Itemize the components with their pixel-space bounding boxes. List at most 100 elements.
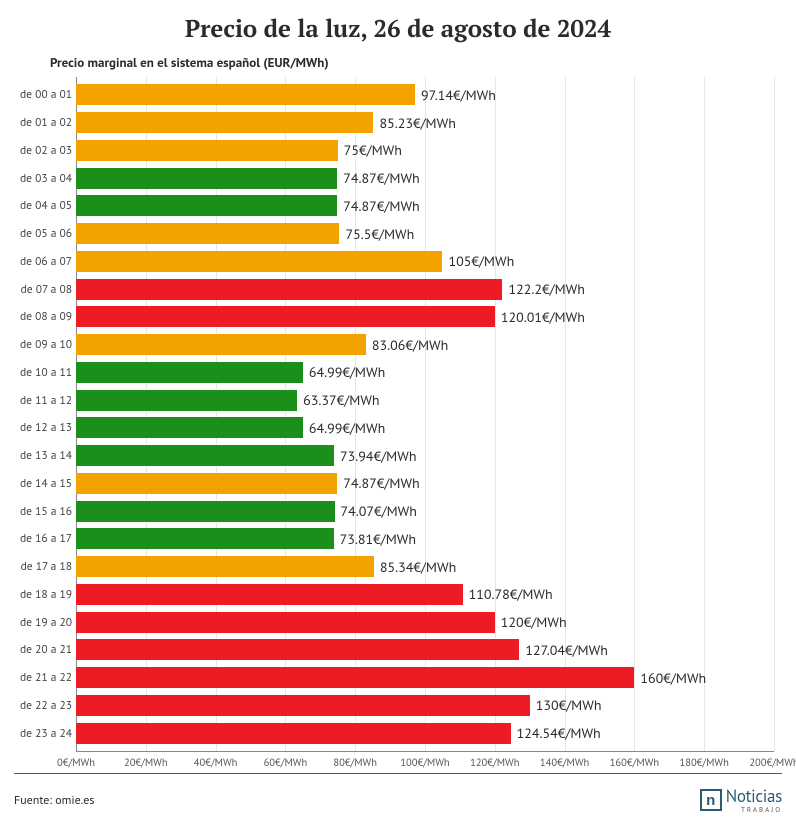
logo-main-text: Noticias xyxy=(726,788,782,805)
value-label: 74.87€/MWh xyxy=(343,474,419,492)
bar-row: de 04 a 0574.87€/MWh xyxy=(76,193,774,219)
plot-region: de 00 a 0197.14€/MWhde 01 a 0285.23€/MWh… xyxy=(76,77,774,751)
value-label: 120€/MWh xyxy=(501,613,567,631)
bar xyxy=(76,195,337,216)
bar xyxy=(76,667,634,688)
publisher-logo: n Noticias TRABAJO xyxy=(700,788,782,813)
bar xyxy=(76,390,297,411)
bar xyxy=(76,306,495,327)
value-label: 130€/MWh xyxy=(536,696,602,714)
bar xyxy=(76,695,530,716)
bar-row: de 18 a 19110.78€/MWh xyxy=(76,581,774,607)
x-tick-label: 200€/MWh xyxy=(749,755,796,769)
bar-row: de 01 a 0285.23€/MWh xyxy=(76,110,774,136)
bar xyxy=(76,417,303,438)
y-tick-label: de 20 a 21 xyxy=(14,642,72,657)
bar-row: de 12 a 1364.99€/MWh xyxy=(76,415,774,441)
value-label: 75.5€/MWh xyxy=(345,225,414,243)
bar-row: de 14 a 1574.87€/MWh xyxy=(76,470,774,496)
bar-row: de 00 a 0197.14€/MWh xyxy=(76,82,774,108)
bar xyxy=(76,556,374,577)
x-tick-label: 80€/MWh xyxy=(333,755,377,769)
bar xyxy=(76,112,373,133)
bar-row: de 11 a 1263.37€/MWh xyxy=(76,387,774,413)
bar-row: de 23 a 24124.54€/MWh xyxy=(76,720,774,746)
bar xyxy=(76,473,337,494)
value-label: 74.07€/MWh xyxy=(341,502,417,520)
bar-row: de 22 a 23130€/MWh xyxy=(76,692,774,718)
bar xyxy=(76,639,519,660)
gridline xyxy=(774,77,775,751)
bar-row: de 05 a 0675.5€/MWh xyxy=(76,221,774,247)
x-tick-label: 140€/MWh xyxy=(540,755,589,769)
value-label: 85.34€/MWh xyxy=(380,558,456,576)
x-tick-label: 40€/MWh xyxy=(194,755,238,769)
y-tick-label: de 05 a 06 xyxy=(14,226,72,241)
value-label: 73.81€/MWh xyxy=(340,530,416,548)
chart-area: de 00 a 0197.14€/MWhde 01 a 0285.23€/MWh… xyxy=(14,77,782,774)
value-label: 73.94€/MWh xyxy=(340,447,416,465)
value-label: 124.54€/MWh xyxy=(517,724,601,742)
bar xyxy=(76,528,334,549)
y-tick-label: de 21 a 22 xyxy=(14,670,72,685)
value-label: 105€/MWh xyxy=(448,252,514,270)
y-tick-label: de 23 a 24 xyxy=(14,726,72,741)
value-label: 160€/MWh xyxy=(640,669,706,687)
chart-subtitle: Precio marginal en el sistema español (E… xyxy=(50,54,782,71)
x-tick-label: 0€/MWh xyxy=(57,755,95,769)
value-label: 63.37€/MWh xyxy=(303,391,379,409)
x-tick-label: 100€/MWh xyxy=(400,755,449,769)
bar xyxy=(76,362,303,383)
x-tick-label: 180€/MWh xyxy=(680,755,729,769)
y-tick-label: de 08 a 09 xyxy=(14,309,72,324)
value-label: 127.04€/MWh xyxy=(525,641,608,659)
x-tick-label: 120€/MWh xyxy=(470,755,519,769)
bar xyxy=(76,84,415,105)
value-label: 74.87€/MWh xyxy=(343,169,419,187)
y-tick-label: de 06 a 07 xyxy=(14,254,72,269)
bar-row: de 21 a 22160€/MWh xyxy=(76,665,774,691)
logo-text: Noticias TRABAJO xyxy=(726,788,782,813)
y-tick-label: de 00 a 01 xyxy=(14,87,72,102)
y-tick-label: de 03 a 04 xyxy=(14,171,72,186)
value-label: 83.06€/MWh xyxy=(372,336,448,354)
bar-row: de 03 a 0474.87€/MWh xyxy=(76,165,774,191)
bars-group: de 00 a 0197.14€/MWhde 01 a 0285.23€/MWh… xyxy=(76,81,774,747)
chart-title: Precio de la luz, 26 de agosto de 2024 xyxy=(14,12,782,44)
bar xyxy=(76,584,463,605)
value-label: 64.99€/MWh xyxy=(309,419,385,437)
value-label: 97.14€/MWh xyxy=(421,86,496,104)
y-tick-label: de 16 a 17 xyxy=(14,531,72,546)
source-text: Fuente: omie.es xyxy=(14,793,94,808)
bar xyxy=(76,723,511,744)
y-tick-label: de 14 a 15 xyxy=(14,476,72,491)
y-tick-label: de 11 a 12 xyxy=(14,393,72,408)
value-label: 120.01€/MWh xyxy=(501,308,585,326)
logo-mark: n xyxy=(700,789,722,811)
y-tick-label: de 04 a 05 xyxy=(14,198,72,213)
bar xyxy=(76,223,339,244)
footer: Fuente: omie.es n Noticias TRABAJO xyxy=(14,774,782,820)
x-tick-label: 60€/MWh xyxy=(264,755,308,769)
bar-row: de 15 a 1674.07€/MWh xyxy=(76,498,774,524)
bar xyxy=(76,334,366,355)
y-tick-label: de 12 a 13 xyxy=(14,420,72,435)
y-tick-label: de 15 a 16 xyxy=(14,504,72,519)
x-axis: 0€/MWh20€/MWh40€/MWh60€/MWh80€/MWh100€/M… xyxy=(76,751,774,773)
bar xyxy=(76,501,335,522)
y-tick-label: de 13 a 14 xyxy=(14,448,72,463)
value-label: 122.2€/MWh xyxy=(508,280,584,298)
y-tick-label: de 01 a 02 xyxy=(14,115,72,130)
y-tick-label: de 22 a 23 xyxy=(14,698,72,713)
bar xyxy=(76,140,338,161)
bar xyxy=(76,251,442,272)
logo-sub-text: TRABAJO xyxy=(726,806,782,813)
bar-row: de 08 a 09120.01€/MWh xyxy=(76,304,774,330)
value-label: 110.78€/MWh xyxy=(469,585,553,603)
y-tick-label: de 17 a 18 xyxy=(14,559,72,574)
bar-row: de 17 a 1885.34€/MWh xyxy=(76,554,774,580)
value-label: 75€/MWh xyxy=(344,141,402,159)
bar xyxy=(76,279,502,300)
y-tick-label: de 19 a 20 xyxy=(14,615,72,630)
value-label: 74.87€/MWh xyxy=(343,197,419,215)
